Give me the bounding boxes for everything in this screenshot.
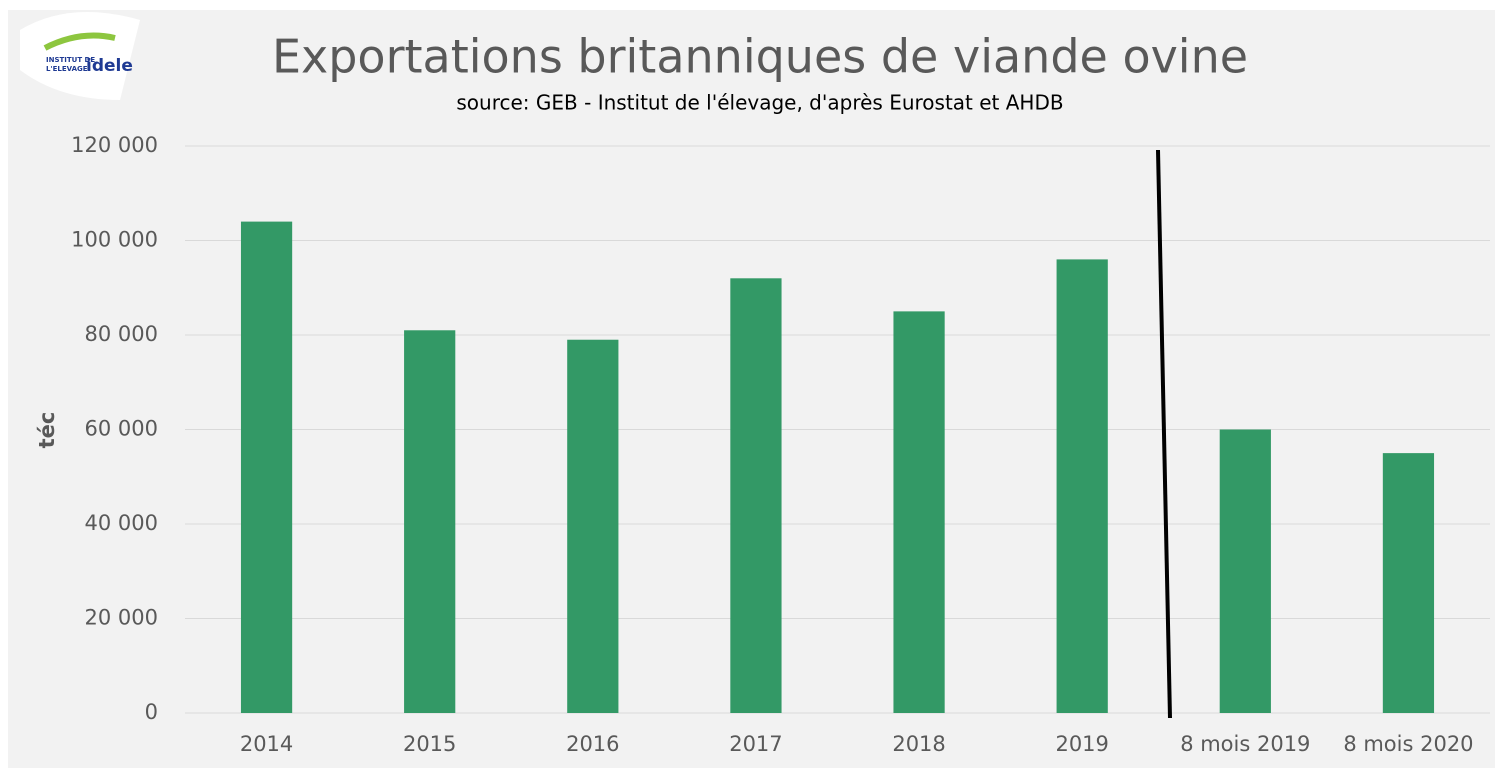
bar xyxy=(404,330,456,713)
y-tick-label: 0 xyxy=(145,700,158,724)
x-tick-label: 2019 xyxy=(1055,732,1108,756)
x-tick-label: 2017 xyxy=(729,732,782,756)
y-axis-label: téc xyxy=(35,412,59,449)
y-tick-label: 120 000 xyxy=(71,133,158,157)
bar xyxy=(240,221,293,713)
y-tick-label: 100 000 xyxy=(71,228,158,252)
bar xyxy=(1219,429,1271,713)
y-tick-label: 80 000 xyxy=(85,322,158,346)
x-tick-label: 8 mois 2019 xyxy=(1180,732,1310,756)
divider xyxy=(1156,149,1172,719)
bar xyxy=(730,278,782,713)
chart-subtitle: source: GEB - Institut de l'élevage, d'a… xyxy=(456,91,1063,115)
logo-swoosh xyxy=(43,32,116,51)
x-tick-label: 8 mois 2020 xyxy=(1343,732,1473,756)
logo-text: L'ELEVAGE xyxy=(46,65,88,73)
bar xyxy=(1056,259,1108,713)
logo-text: INSTITUT DE xyxy=(46,56,95,64)
x-tick-label: 2014 xyxy=(240,732,293,756)
bar xyxy=(893,311,945,713)
y-tick-label: 20 000 xyxy=(85,606,158,630)
chart-title: Exportations britanniques de viande ovin… xyxy=(272,30,1248,84)
bar xyxy=(1382,453,1435,713)
x-tick-label: 2016 xyxy=(566,732,619,756)
bar xyxy=(567,339,619,713)
logo: INSTITUT DE L'ELEVAGE idele xyxy=(20,12,140,100)
x-tick-label: 2015 xyxy=(403,732,456,756)
x-tick-label: 2018 xyxy=(892,732,945,756)
y-tick-label: 60 000 xyxy=(85,417,158,441)
logo-brand: idele xyxy=(86,56,133,76)
y-tick-label: 40 000 xyxy=(85,511,158,535)
